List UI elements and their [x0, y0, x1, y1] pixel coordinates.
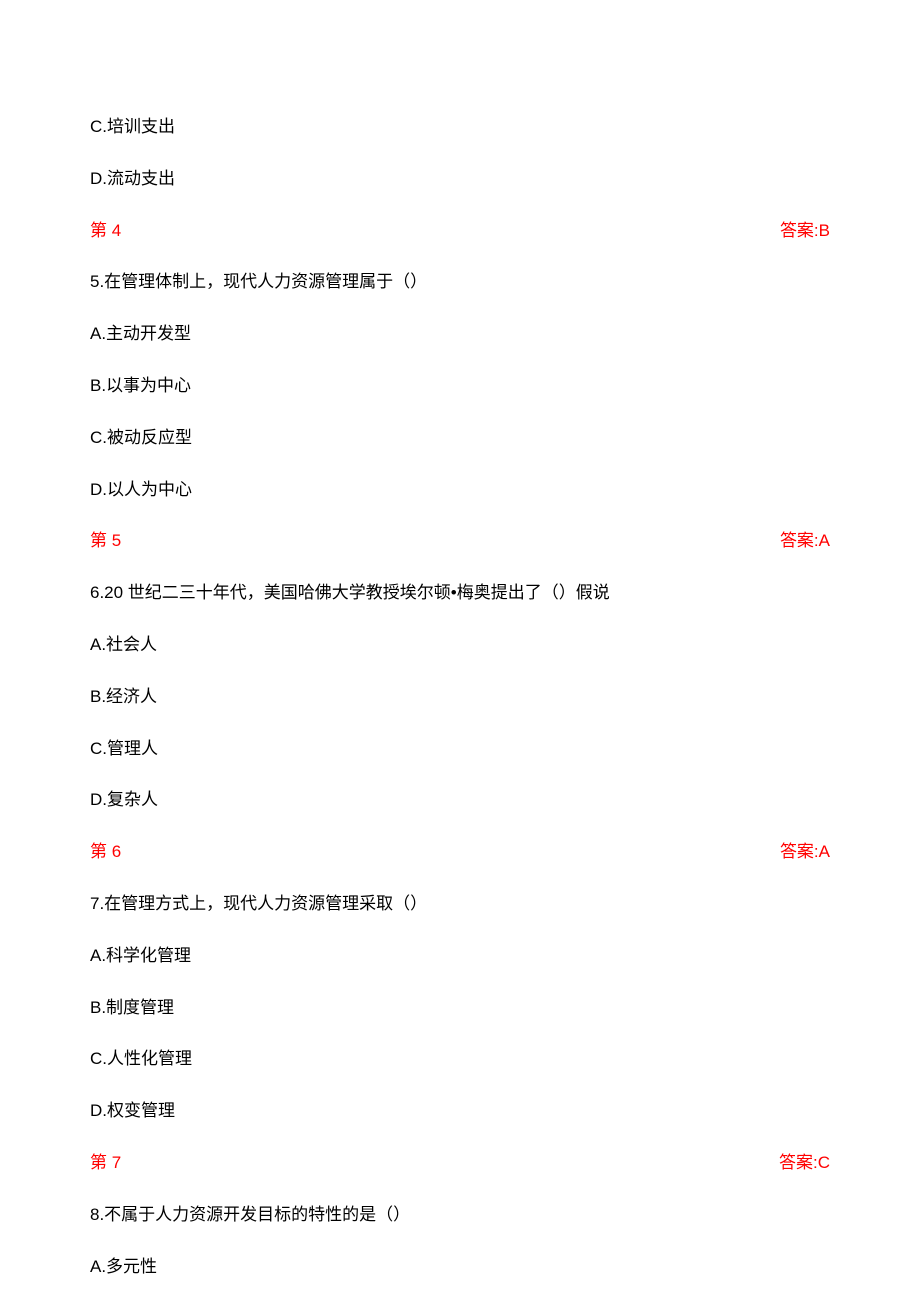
text-line: D.权变管理 [90, 1099, 830, 1123]
text-line: B.以事为中心 [90, 374, 830, 398]
text-line: D.以人为中心 [90, 478, 830, 502]
text-line: C.被动反应型 [90, 426, 830, 450]
text-line: C.管理人 [90, 737, 830, 761]
text-line: A.社会人 [90, 633, 830, 657]
text-line: 5.在管理体制上，现代人力资源管理属于（） [90, 270, 830, 294]
text-line: A.科学化管理 [90, 944, 830, 968]
answer-row: 第 5 答案:A [90, 529, 830, 553]
text-line: A.多元性 [90, 1255, 830, 1279]
text-line: 6.20 世纪二三十年代，美国哈佛大学教授埃尔顿•梅奥提出了（）假说 [90, 581, 830, 605]
question-number: 第 6 [90, 840, 121, 864]
text-line: C.培训支出 [90, 115, 830, 139]
answer-row: 第 4 答案:B [90, 219, 830, 243]
answer-label: 答案:B [780, 219, 830, 243]
question-number: 第 7 [90, 1151, 121, 1175]
document-body: C.培训支出 D.流动支出第 4 答案:B 5.在管理体制上，现代人力资源管理属于（）… [90, 115, 830, 1278]
answer-label: 答案:A [780, 840, 830, 864]
answer-row: 第 6 答案:A [90, 840, 830, 864]
text-line: D.复杂人 [90, 788, 830, 812]
text-line: B.制度管理 [90, 996, 830, 1020]
answer-label: 答案:A [780, 529, 830, 553]
answer-row: 第 7 答案:C [90, 1151, 830, 1175]
answer-label: 答案:C [779, 1151, 830, 1175]
question-number: 第 4 [90, 219, 121, 243]
text-line: C.人性化管理 [90, 1047, 830, 1071]
text-line: 8.不属于人力资源开发目标的特性的是（） [90, 1203, 830, 1227]
question-number: 第 5 [90, 529, 121, 553]
text-line: D.流动支出 [90, 167, 830, 191]
text-line: A.主动开发型 [90, 322, 830, 346]
text-line: B.经济人 [90, 685, 830, 709]
text-line: 7.在管理方式上，现代人力资源管理采取（） [90, 892, 830, 916]
